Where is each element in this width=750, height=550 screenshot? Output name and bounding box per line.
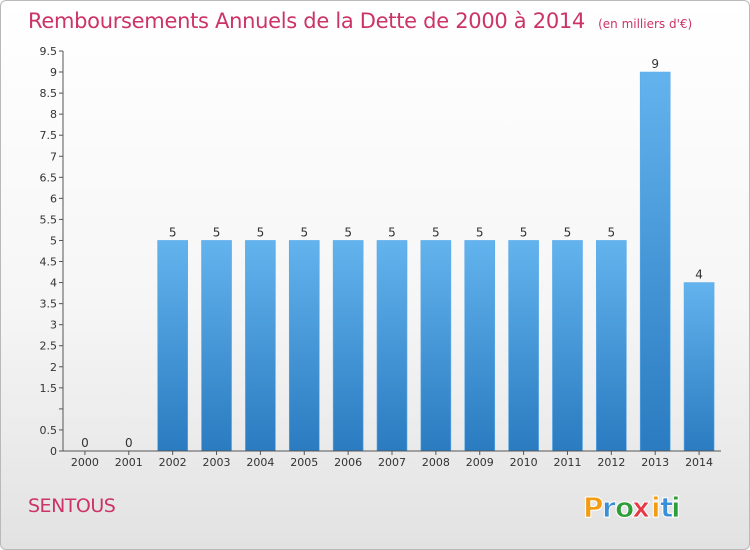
bar-2014 [683, 282, 715, 452]
bar-2005 [288, 240, 320, 452]
logo-letter: x [632, 491, 650, 524]
x-tick-label-2011: 2011 [553, 456, 581, 469]
y-tick-label: 1.5 [40, 382, 58, 395]
data-label-2007: 5 [388, 225, 396, 239]
y-tick-label: 3.5 [40, 298, 58, 311]
y-tick-label: 0.5 [40, 424, 58, 437]
y-tick-label: 3 [50, 319, 57, 332]
commune-name: SENTOUS [28, 495, 116, 517]
x-tick-label-2004: 2004 [246, 456, 274, 469]
data-label-2001: 0 [125, 436, 133, 450]
y-tick-label: 2.5 [40, 340, 58, 353]
x-tick-label-2012: 2012 [597, 456, 625, 469]
y-tick-label: 7.5 [40, 129, 58, 142]
y-tick-label: 8.5 [40, 87, 58, 100]
chart-title: Remboursements Annuels de la Dette de 20… [28, 9, 585, 33]
bar-2009 [464, 240, 496, 452]
data-label-2010: 5 [520, 225, 528, 239]
data-label-2004: 5 [257, 225, 265, 239]
logo-letter: P [583, 491, 604, 524]
data-label-2008: 5 [432, 225, 440, 239]
y-tick-label: 2 [50, 361, 57, 374]
y-tick-label: 9.5 [40, 45, 58, 58]
bar-2008 [420, 240, 452, 452]
x-tick-label-2006: 2006 [334, 456, 362, 469]
logo-letter: r [602, 491, 616, 524]
data-label-2005: 5 [300, 225, 308, 239]
data-label-2011: 5 [564, 225, 572, 239]
x-tick-label-2010: 2010 [510, 456, 538, 469]
x-tick-label-2009: 2009 [466, 456, 494, 469]
data-label-2009: 5 [476, 225, 484, 239]
data-label-2013: 9 [651, 57, 659, 71]
data-label-2014: 4 [695, 268, 703, 282]
x-tick-label-2007: 2007 [378, 456, 406, 469]
y-tick-label: 4.5 [40, 256, 58, 269]
x-tick-label-2002: 2002 [159, 456, 187, 469]
bar-2010 [508, 240, 539, 452]
data-label-2000: 0 [81, 436, 89, 450]
x-tick-label-2000: 2000 [71, 456, 99, 469]
y-tick-label: 6 [50, 192, 57, 205]
x-tick-label-2003: 2003 [203, 456, 231, 469]
x-tick-label-2001: 2001 [115, 456, 143, 469]
y-tick-label: 4 [50, 277, 57, 290]
bar-2006 [332, 240, 364, 452]
chart-unit: (en milliers d'€) [598, 17, 693, 31]
data-label-2012: 5 [608, 225, 616, 239]
proxiti-logo-graphic: Pr ox i ti [583, 491, 682, 525]
bar-2003 [201, 240, 232, 452]
logo-letter: t [660, 491, 673, 524]
bar-2013 [639, 71, 671, 452]
x-tick-label-2008: 2008 [422, 456, 450, 469]
data-label-2002: 5 [169, 225, 177, 239]
x-tick-label-2005: 2005 [290, 456, 318, 469]
y-tick-label: 0 [50, 445, 57, 458]
logo-letter: o [615, 491, 634, 524]
x-tick-label-2013: 2013 [641, 456, 669, 469]
data-label-2003: 5 [213, 225, 221, 239]
x-tick-label-2014: 2014 [685, 456, 713, 469]
y-tick-label: 5.5 [40, 213, 58, 226]
data-label-2006: 5 [344, 225, 352, 239]
bar-2004 [245, 240, 276, 452]
y-tick-label: 6.5 [40, 171, 58, 184]
y-tick-label: 8 [50, 108, 57, 121]
y-tick-label: 5 [50, 234, 57, 247]
y-tick-label: 7 [50, 150, 57, 163]
title-row: Remboursements Annuels de la Dette de 20… [28, 9, 692, 33]
bar-2011 [552, 240, 583, 452]
logo-letter: i [651, 491, 661, 524]
y-tick-label: 9 [50, 66, 57, 79]
bar-2007 [376, 240, 408, 452]
bar-2002 [157, 240, 188, 452]
bar-2012 [596, 240, 627, 452]
logo-letter: i [671, 491, 681, 524]
